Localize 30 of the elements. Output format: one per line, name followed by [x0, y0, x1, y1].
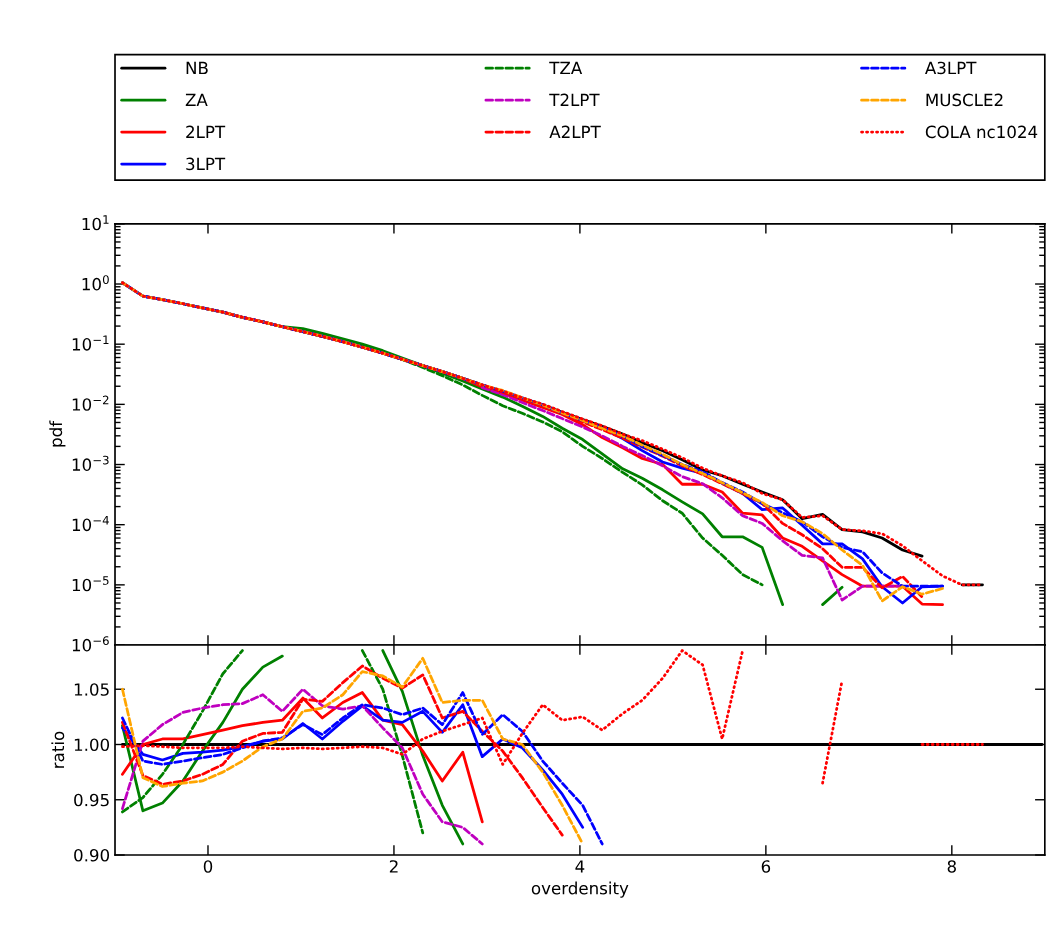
y-axis-title: pdf: [49, 420, 66, 447]
y-tick-label: 10$^{−2}$: [72, 395, 109, 411]
y-tick-label: 10$^{−5}$: [72, 576, 109, 592]
legend-label: T2LPT: [549, 93, 600, 106]
y-axis-title: ratio: [51, 731, 65, 768]
y-tick-label: 10$^{−6}$: [72, 636, 109, 652]
legend-label: COLA nc1024: [925, 125, 1038, 139]
x-tick-label: 8: [947, 860, 956, 873]
x-tick-label: 2: [389, 860, 398, 873]
legend-label: ZA: [185, 93, 208, 106]
y-tick-label: 10$^{1}$: [82, 215, 109, 231]
x-axis-title: overdensity: [531, 881, 629, 898]
legend-label: MUSCLE2: [926, 93, 1003, 107]
legend-label: 2LPT: [186, 125, 226, 138]
y-tick-label: 10$^{−3}$: [72, 455, 109, 471]
x-tick-label: 0: [203, 860, 213, 873]
y-tick-label: 1.00: [74, 738, 110, 752]
legend-label: A2LPT: [549, 125, 601, 138]
legend-label: TZA: [549, 61, 583, 75]
x-tick-label: 6: [761, 860, 771, 873]
legend-label: A3LPT: [925, 61, 977, 75]
x-tick-label: 4: [575, 860, 585, 873]
y-tick-label: 0.90: [74, 848, 110, 862]
y-tick-label: 10$^{−1}$: [72, 335, 109, 351]
y-tick-label: 1.05: [74, 683, 109, 696]
legend-label: 3LPT: [186, 157, 226, 171]
y-tick-label: 10$^{−4}$: [72, 516, 109, 532]
legend-label: NB: [186, 61, 208, 75]
y-tick-label: 10$^{0}$: [82, 275, 109, 291]
y-tick-label: 0.95: [74, 793, 109, 807]
